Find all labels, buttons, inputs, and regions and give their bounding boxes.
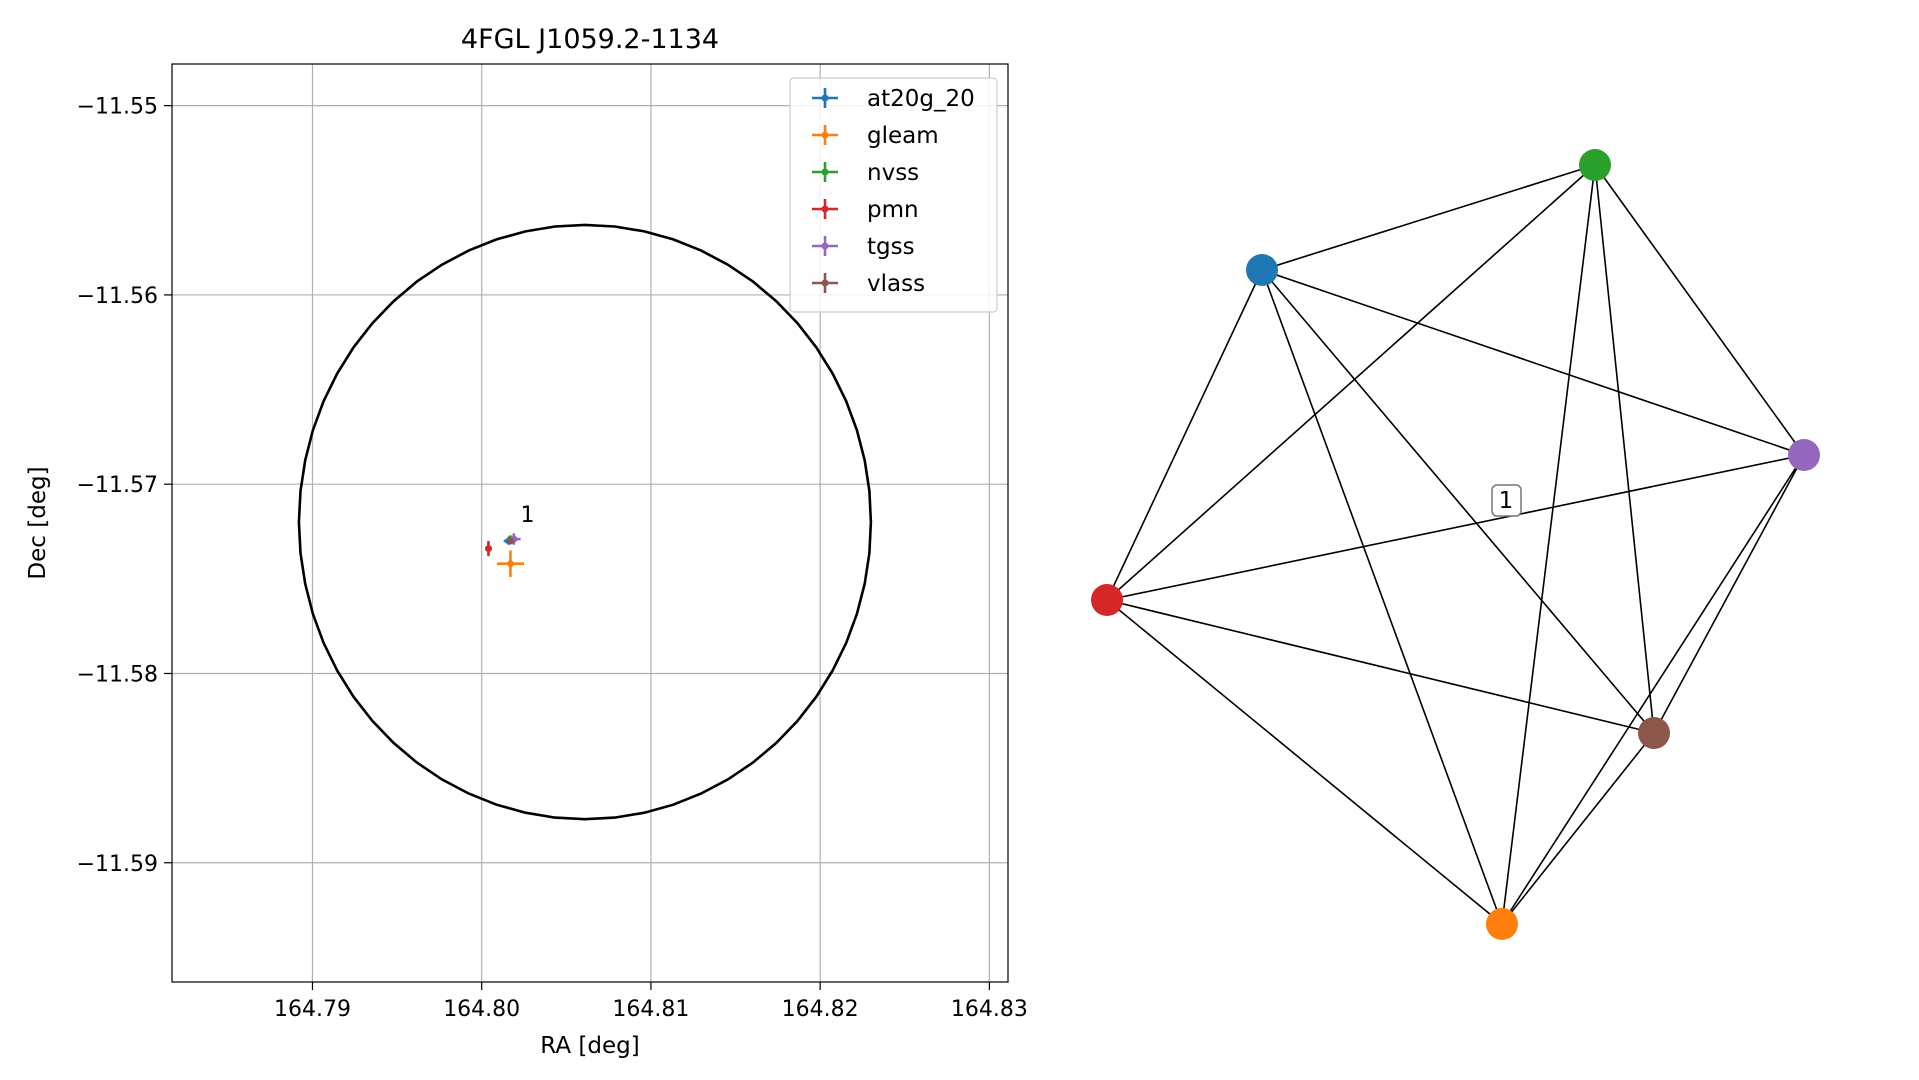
legend-label: tgss <box>867 234 915 260</box>
legend-label: pmn <box>867 197 919 223</box>
legend-swatch-marker <box>821 94 829 102</box>
x-tick-label: 164.80 <box>443 997 520 1022</box>
y-tick-label: −11.58 <box>77 662 158 687</box>
point-marker <box>484 545 492 553</box>
edge-gleam-nvss <box>1501 164 1596 925</box>
graph-edges <box>1106 164 1805 925</box>
sky-position-plot: 1 164.79 164.80 164.81 164.82 164.83 −11.55 −1… <box>25 24 1028 1059</box>
legend-swatch-marker <box>821 205 829 213</box>
legend-swatch-marker <box>821 168 829 176</box>
data-points <box>484 533 524 577</box>
edge-gleam-vlass <box>1501 732 1655 925</box>
node-gleam <box>1486 908 1518 940</box>
node-vlass <box>1638 717 1670 749</box>
y-tick-label: −11.57 <box>77 473 158 498</box>
edge-nvss-tgss <box>1594 164 1805 456</box>
legend-label: at20g_20 <box>867 86 975 112</box>
component-label-text: 1 <box>1499 488 1514 514</box>
edge-gleam-pmn <box>1106 599 1503 925</box>
node-pmn <box>1091 584 1123 616</box>
edge-nvss-pmn <box>1106 164 1596 601</box>
legend-label: nvss <box>867 160 919 186</box>
edge-gleam-tgss <box>1501 454 1805 925</box>
node-at20g_20 <box>1246 254 1278 286</box>
legend-box <box>789 77 998 313</box>
edge-at20g_20-pmn <box>1106 269 1263 601</box>
legend-entry-at20g_20: at20g_20 <box>812 86 975 112</box>
point-marker <box>506 560 514 568</box>
legend-entry-pmn: pmn <box>812 197 919 223</box>
graph-nodes <box>1091 149 1820 940</box>
x-tick-label: 164.82 <box>782 997 859 1022</box>
point-marker <box>506 537 514 545</box>
y-tick-label: −11.59 <box>77 852 158 877</box>
legend-entry-tgss: tgss <box>812 234 915 260</box>
chart-title: 4FGL J1059.2-1134 <box>461 24 719 55</box>
y-tick-label: −11.55 <box>77 95 158 120</box>
node-tgss <box>1788 439 1820 471</box>
edge-at20g_20-gleam <box>1261 269 1503 925</box>
axis-ticks: 164.79 164.80 164.81 164.82 164.83 −11.55 −11.… <box>77 95 1028 1022</box>
x-tick-label: 164.81 <box>612 997 689 1022</box>
legend-swatch-marker <box>821 242 829 250</box>
legend-entry-nvss: nvss <box>812 160 919 186</box>
data-point-vlass <box>506 537 514 545</box>
legend-label: vlass <box>867 271 925 297</box>
axes-frame <box>171 63 1009 983</box>
y-tick-label: −11.56 <box>77 284 158 309</box>
legend-swatch-marker <box>821 131 829 139</box>
data-point-gleam <box>496 550 524 577</box>
edge-tgss-vlass <box>1653 454 1805 734</box>
edge-pmn-vlass <box>1106 599 1655 734</box>
legend-entry-vlass: vlass <box>812 271 925 297</box>
legend-swatch-marker <box>821 279 829 287</box>
point-annotation: 1 <box>521 503 535 528</box>
error-ellipse <box>297 223 873 821</box>
legend-entry-gleam: gleam <box>812 123 939 149</box>
edge-nvss-vlass <box>1594 164 1655 734</box>
y-axis-label: Dec [deg] <box>25 466 51 579</box>
x-axis-label: RA [deg] <box>540 1033 639 1059</box>
edge-pmn-tgss <box>1106 454 1805 601</box>
error-ellipse-layer <box>297 223 873 821</box>
edge-at20g_20-tgss <box>1261 269 1805 456</box>
x-tick-label: 164.79 <box>274 997 351 1022</box>
legend-label: gleam <box>867 123 939 149</box>
component-label: 1 <box>1491 484 1522 517</box>
data-point-pmn <box>484 540 492 557</box>
edge-at20g_20-nvss <box>1261 164 1596 271</box>
association-graph: 1 <box>1091 149 1820 940</box>
x-tick-label: 164.83 <box>951 997 1028 1022</box>
edge-at20g_20-vlass <box>1261 269 1655 734</box>
node-nvss <box>1579 149 1611 181</box>
annotations: 1 <box>521 503 535 528</box>
